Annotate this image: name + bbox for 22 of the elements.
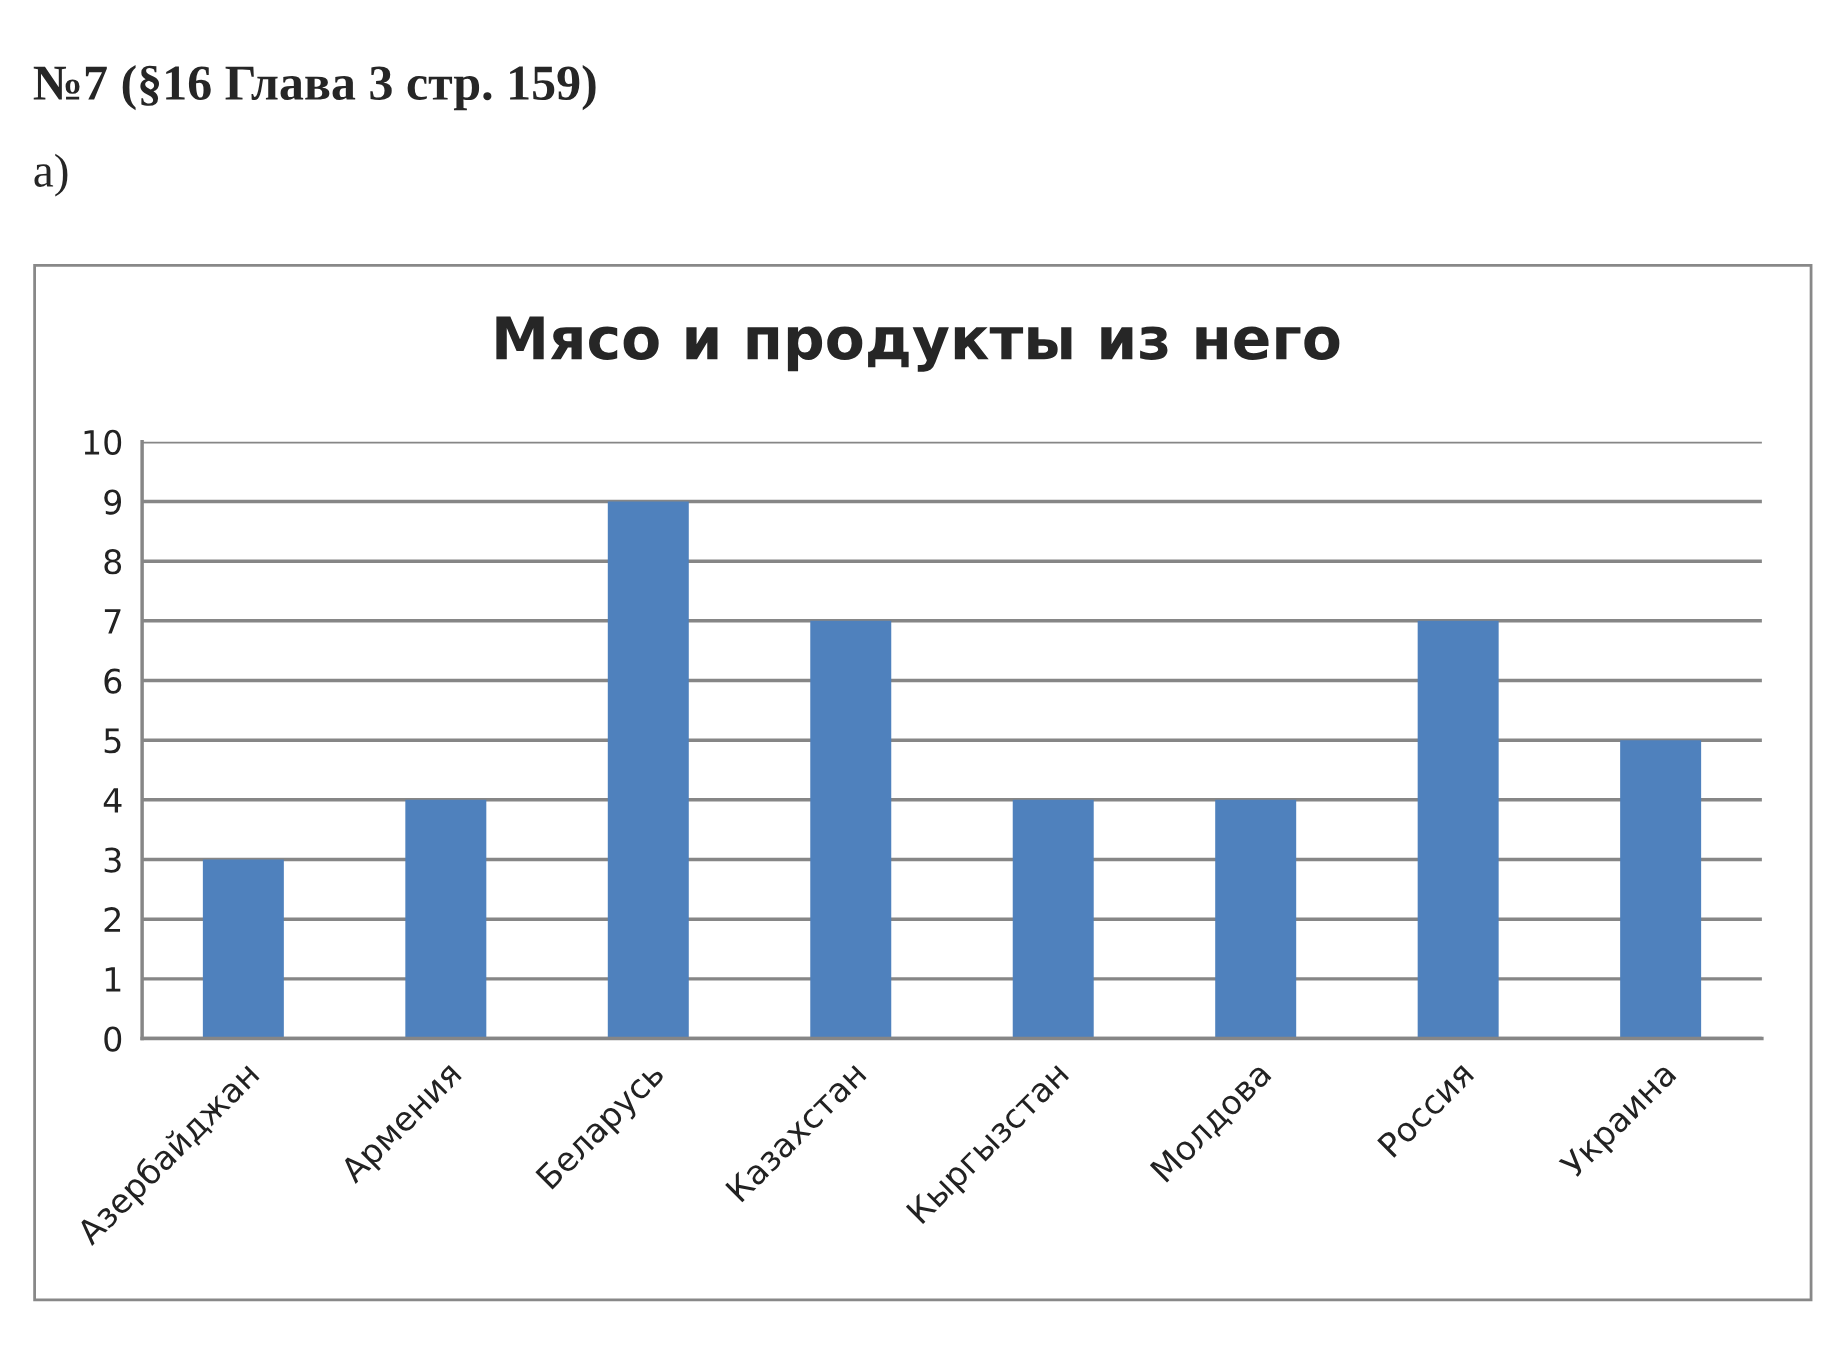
chart-title: Мясо и продукты из него bbox=[496, 316, 1340, 372]
bar bbox=[1620, 740, 1702, 1039]
y-tick-label: 1 bbox=[105, 967, 121, 992]
text: №7 (§16 Глава 3 стр. 159) bbox=[33, 64, 596, 111]
bar bbox=[1417, 620, 1499, 1039]
y-tick-label: 4 bbox=[103, 788, 122, 813]
y-tick-label: 2 bbox=[104, 907, 121, 932]
bar bbox=[202, 859, 284, 1039]
y-tick-label: 8 bbox=[104, 549, 122, 575]
y-tick-label: 10 bbox=[84, 429, 122, 455]
y-tick-label: 3 bbox=[104, 847, 121, 873]
bar bbox=[1215, 799, 1297, 1039]
y-tick-label: 5 bbox=[104, 728, 121, 754]
y-tick-label: 6 bbox=[104, 668, 122, 694]
bar bbox=[1012, 799, 1094, 1039]
y-tick-label: 7 bbox=[104, 609, 121, 634]
y-tick-label: 0 bbox=[104, 1026, 122, 1052]
bar bbox=[607, 501, 689, 1039]
bar bbox=[405, 799, 487, 1039]
text: а) bbox=[34, 153, 68, 197]
y-tick-label: 9 bbox=[104, 489, 122, 515]
bar bbox=[810, 620, 892, 1039]
